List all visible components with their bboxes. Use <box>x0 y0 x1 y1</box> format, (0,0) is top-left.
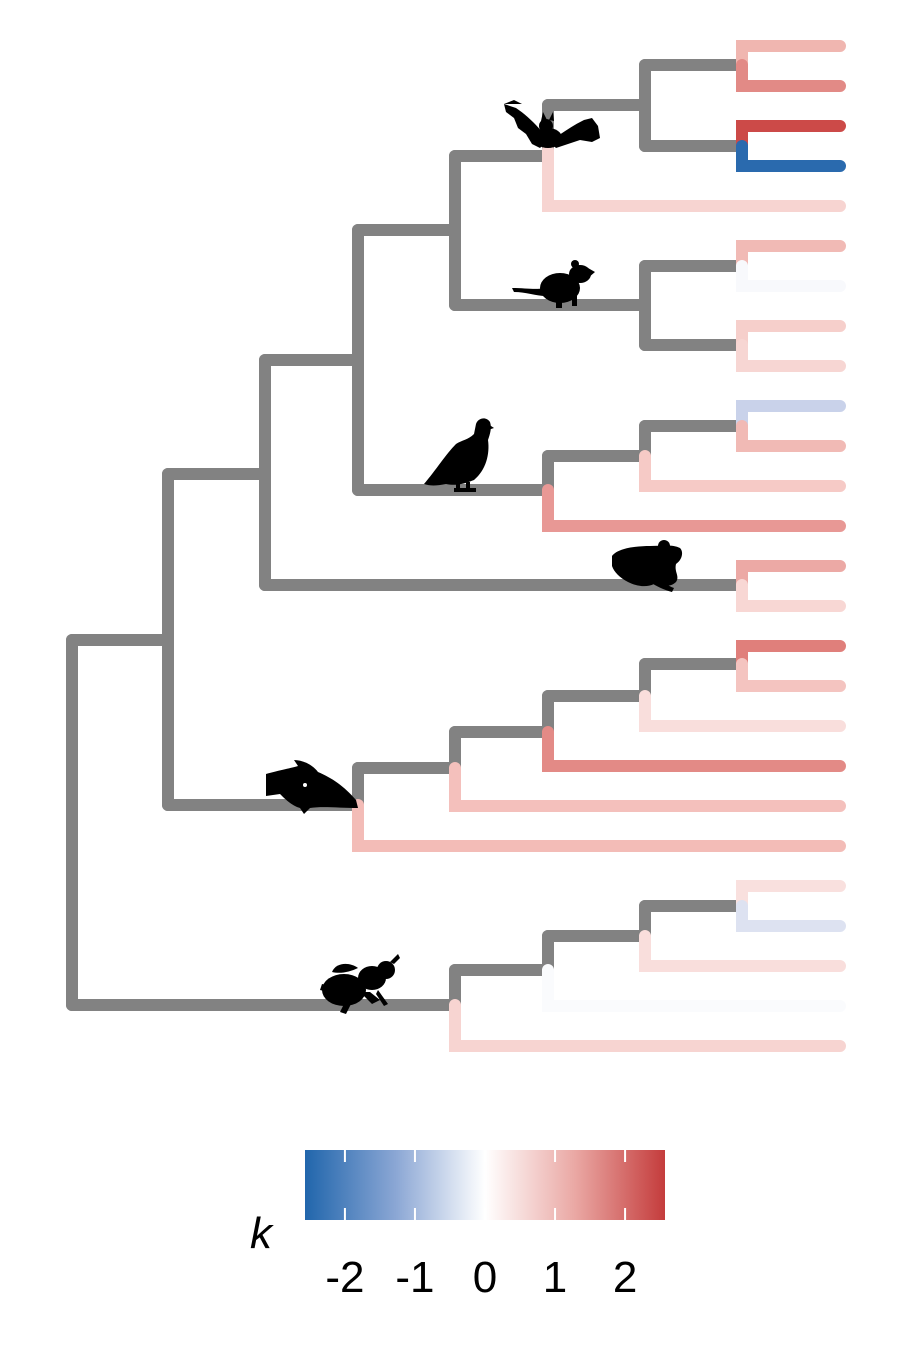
tip-branch <box>736 40 846 71</box>
tip-branch <box>736 880 846 912</box>
tip-branch <box>736 140 846 172</box>
legend-tick-label: 1 <box>543 1253 567 1302</box>
tip-branch <box>736 59 846 92</box>
tip-branch <box>449 762 846 812</box>
tip-branch <box>736 658 846 692</box>
tip-branch <box>736 640 846 670</box>
tip-branch <box>639 930 846 972</box>
tip-branch <box>542 484 846 532</box>
tip-branch <box>639 450 846 492</box>
tip-branch <box>449 999 846 1052</box>
tip-branch <box>542 964 846 1012</box>
fish-icon <box>266 760 358 814</box>
tip-branch <box>736 400 846 432</box>
tip-branch <box>736 320 846 351</box>
pigeon-icon <box>424 418 494 492</box>
tip-branch <box>736 260 846 292</box>
tip-branch <box>639 690 846 732</box>
tip-branch <box>736 120 846 152</box>
tip-branch <box>736 420 846 452</box>
tip-branches <box>352 40 846 1052</box>
legend-tick-label: -2 <box>325 1253 364 1302</box>
tip-branch <box>352 799 846 852</box>
bat-icon <box>504 100 600 148</box>
rat-icon <box>512 260 595 308</box>
tip-branch <box>736 900 846 932</box>
legend-ticks: -2 -1 0 1 2 <box>325 1150 637 1302</box>
tip-branch <box>736 579 846 612</box>
tip-branch <box>542 144 846 212</box>
tip-branch <box>736 240 846 272</box>
tip-branch <box>542 726 846 772</box>
legend-title: k <box>250 1209 274 1258</box>
frog-icon <box>612 540 683 592</box>
legend-tick-label: 2 <box>613 1253 637 1302</box>
tip-branch <box>736 339 846 372</box>
legend-tick-label: 0 <box>473 1253 497 1302</box>
legend-tick-label: -1 <box>395 1253 434 1302</box>
color-legend: k -2 -1 0 1 2 <box>250 1150 665 1302</box>
bee-icon <box>320 954 400 1014</box>
tip-branch <box>736 560 846 591</box>
